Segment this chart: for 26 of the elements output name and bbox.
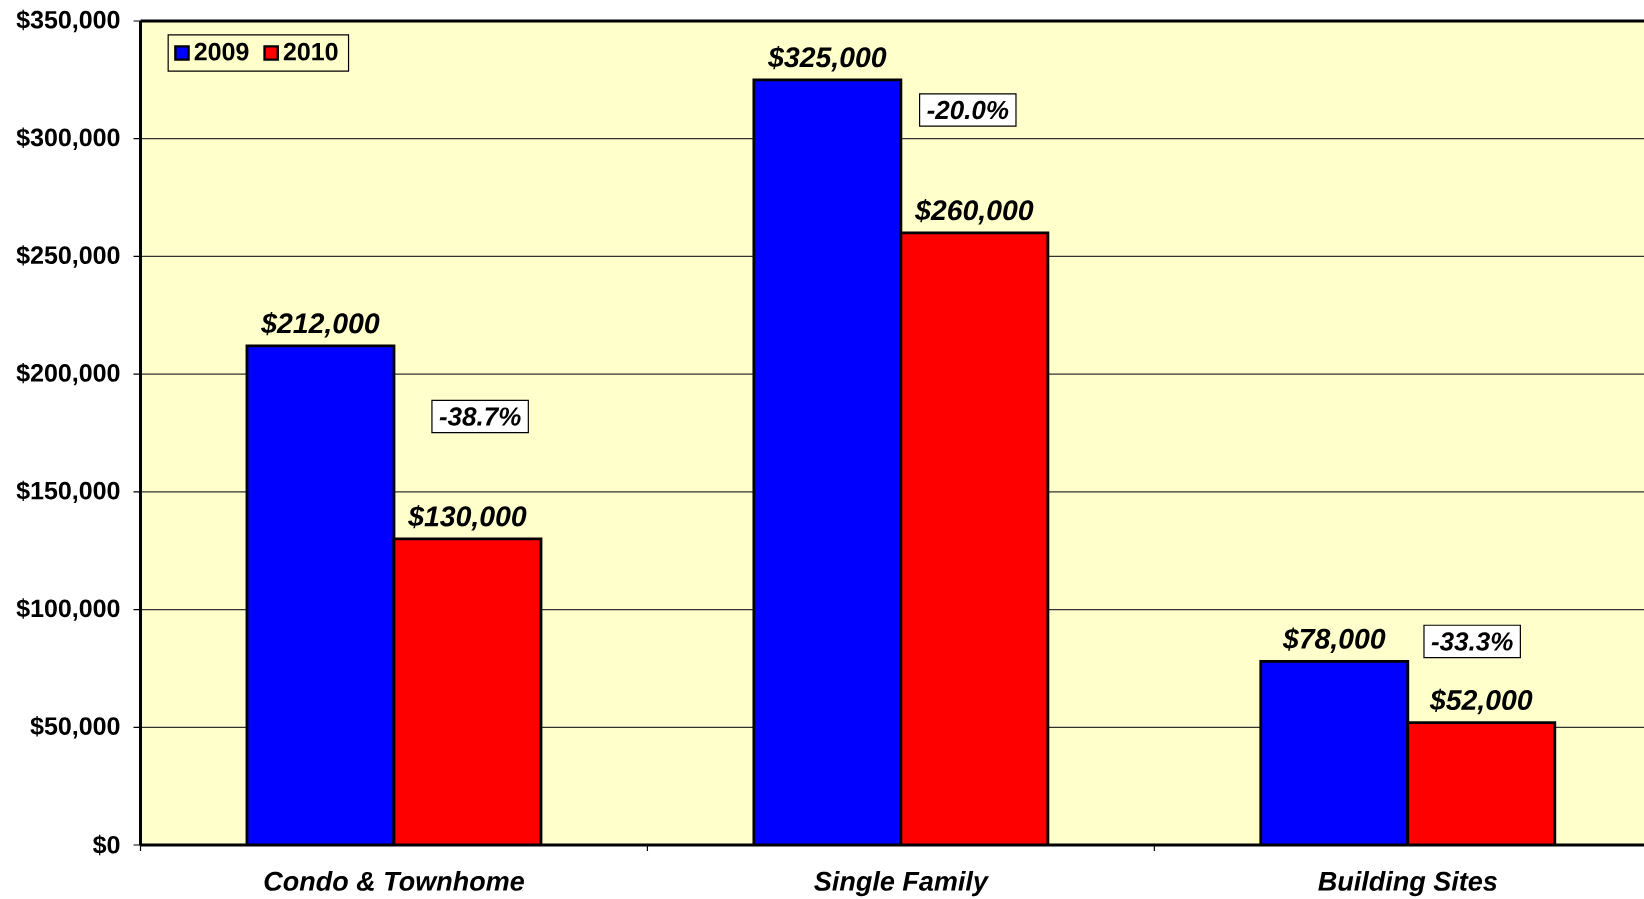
data-label: $78,000: [1282, 627, 1386, 653]
y-tick-label: $100,000: [16, 598, 120, 621]
bar: [900, 232, 1048, 845]
annotation: -33.3%: [1431, 632, 1513, 651]
y-tick-label: $200,000: [16, 362, 120, 386]
y-tick-label: $150,000: [16, 480, 120, 504]
legend-label: 2010: [283, 42, 338, 61]
data-label: $325,000: [767, 45, 887, 72]
y-tick-label: $350,000: [16, 9, 120, 33]
y-tick-label: $50,000: [30, 716, 120, 739]
data-label: $212,000: [261, 312, 380, 338]
annotation: -20.0%: [927, 100, 1009, 120]
annotation: -38.7%: [439, 407, 521, 426]
x-tick-label: Condo & Townhome: [264, 871, 524, 891]
data-label: $52,000: [1429, 688, 1533, 715]
y-tick-label: $250,000: [16, 245, 120, 268]
x-tick-label: Single Family: [814, 871, 990, 897]
data-label: $130,000: [408, 505, 527, 531]
data-label: $260,000: [915, 198, 1034, 225]
x-tick-label: Building Sites: [1318, 871, 1497, 897]
legend-label: 2009: [194, 42, 249, 61]
bar: [393, 538, 541, 845]
bar: [753, 79, 901, 845]
bar: [246, 345, 394, 845]
y-tick-label: $300,000: [16, 127, 120, 150]
y-tick-label: $0: [93, 834, 120, 856]
